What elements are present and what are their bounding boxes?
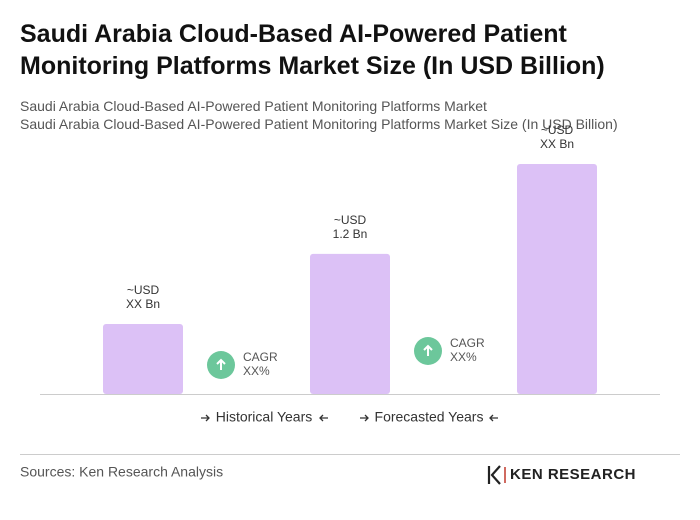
source: Sources: Ken Research Analysis (20, 464, 223, 480)
chart-title: Saudi Arabia Cloud-Based AI-Powered Pati… (20, 20, 605, 80)
value-label: 1.2 Bn (333, 227, 368, 241)
value-label: ~USD (127, 283, 160, 297)
cagr-arrow (216, 358, 226, 370)
period-arrows (201, 414, 498, 422)
value-label: XX Bn (540, 137, 574, 151)
subtitle: Saudi Arabia Cloud-Based AI-Powered Pati… (20, 116, 618, 132)
logo-icon (487, 465, 506, 485)
value-label: ~USD (334, 213, 367, 227)
value-label: ~USD (541, 123, 574, 137)
cagr-arrow (423, 344, 433, 356)
cagr-label: CAGR (450, 336, 485, 350)
cagr-value: XX% (243, 364, 270, 378)
bar (310, 253, 390, 394)
cagr-value: XX% (450, 350, 477, 364)
subtitle: Saudi Arabia Cloud-Based AI-Powered Pati… (20, 98, 487, 114)
period-label: Forecasted Years (375, 409, 484, 425)
period-label: Historical Years (216, 409, 313, 425)
value-label: XX Bn (126, 297, 160, 311)
bar (517, 164, 597, 394)
logo: KEN RESEARCH (510, 466, 636, 483)
cagr-label: CAGR (243, 350, 278, 364)
bar (103, 323, 183, 394)
